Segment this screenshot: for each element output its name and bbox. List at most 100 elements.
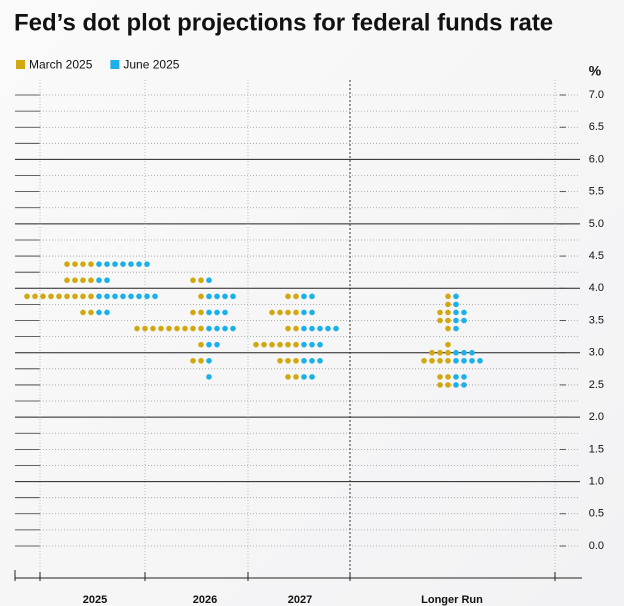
- dot: [198, 293, 204, 300]
- dot: [285, 357, 291, 364]
- dot: [261, 341, 267, 348]
- dot: [277, 357, 283, 364]
- y-tick-label: 6.5: [589, 121, 604, 133]
- dot: [24, 293, 30, 300]
- dot: [445, 341, 451, 348]
- y-tick-label: 1.0: [589, 475, 604, 487]
- dot: [64, 277, 70, 284]
- dot: [198, 325, 204, 332]
- dot: [453, 325, 459, 332]
- dot: [96, 309, 102, 316]
- dot: [206, 325, 212, 332]
- dot: [461, 349, 467, 356]
- dot: [198, 309, 204, 316]
- dot: [136, 293, 142, 300]
- dot: [112, 261, 118, 267]
- dot: [222, 325, 228, 332]
- dot: [214, 309, 220, 316]
- dot: [64, 293, 70, 300]
- dot: [317, 325, 323, 332]
- dot: [120, 261, 126, 267]
- dot: [80, 261, 86, 267]
- dot: [277, 309, 283, 316]
- dot: [453, 309, 459, 316]
- dot: [445, 357, 451, 364]
- dot: [104, 309, 110, 316]
- dot: [285, 309, 291, 316]
- dot: [190, 309, 196, 316]
- dot: [309, 341, 315, 348]
- x-tick-label: Longer Run: [421, 594, 483, 606]
- dot: [325, 325, 331, 332]
- dot: [80, 277, 86, 284]
- dot: [182, 325, 188, 332]
- dot: [214, 325, 220, 332]
- dot: [429, 349, 435, 356]
- dot: [437, 382, 443, 388]
- dot: [96, 277, 102, 284]
- dot: [253, 341, 259, 348]
- chart-title: Fed’s dot plot projections for federal f…: [14, 9, 553, 36]
- y-tick-label: 5.0: [589, 218, 604, 230]
- dot: [453, 357, 459, 364]
- x-tick-label: 2026: [193, 594, 217, 606]
- dot: [96, 261, 102, 267]
- dot: [445, 301, 451, 308]
- dot: [421, 357, 427, 364]
- dot: [301, 325, 307, 332]
- dot: [437, 317, 443, 324]
- dot: [293, 293, 299, 300]
- dot: [166, 325, 172, 332]
- dot: [445, 325, 451, 332]
- legend-swatch: [110, 60, 120, 69]
- y-tick-label: 7.0: [589, 89, 604, 101]
- dot: [469, 349, 475, 356]
- dot: [269, 309, 275, 316]
- dot: [301, 293, 307, 300]
- dot: [453, 293, 459, 300]
- dot: [112, 293, 118, 300]
- dot: [461, 317, 467, 324]
- dot: [445, 317, 451, 324]
- dot: [301, 374, 307, 380]
- dot: [301, 309, 307, 316]
- dot: [309, 325, 315, 332]
- dot: [230, 325, 236, 332]
- dot: [453, 301, 459, 308]
- dot: [445, 382, 451, 388]
- dot: [88, 277, 94, 284]
- dot: [309, 374, 315, 380]
- dot: [445, 374, 451, 380]
- dot: [80, 293, 86, 300]
- y-tick-label: 2.0: [589, 411, 604, 423]
- dot: [206, 357, 212, 364]
- dot: [88, 309, 94, 316]
- dot: [128, 293, 134, 300]
- dot: [104, 277, 110, 284]
- y-tick-label: 4.5: [589, 250, 604, 262]
- dot: [128, 261, 134, 267]
- y-tick-label: 0.5: [589, 508, 604, 520]
- legend-label: June 2025: [123, 58, 179, 72]
- dot: [80, 309, 86, 316]
- dot: [437, 374, 443, 380]
- dot: [214, 293, 220, 300]
- dot: [285, 293, 291, 300]
- dot: [142, 325, 148, 332]
- dot: [445, 293, 451, 300]
- dot: [206, 341, 212, 348]
- dot: [206, 374, 212, 380]
- dot: [285, 341, 291, 348]
- dot: [437, 357, 443, 364]
- dot: [301, 341, 307, 348]
- dot: [317, 357, 323, 364]
- dot: [445, 309, 451, 316]
- dot: [453, 382, 459, 388]
- dot: [152, 293, 158, 300]
- y-tick-label: 5.5: [589, 186, 604, 198]
- dot: [88, 261, 94, 267]
- dot: [293, 341, 299, 348]
- dot: [136, 261, 142, 267]
- dot: [317, 341, 323, 348]
